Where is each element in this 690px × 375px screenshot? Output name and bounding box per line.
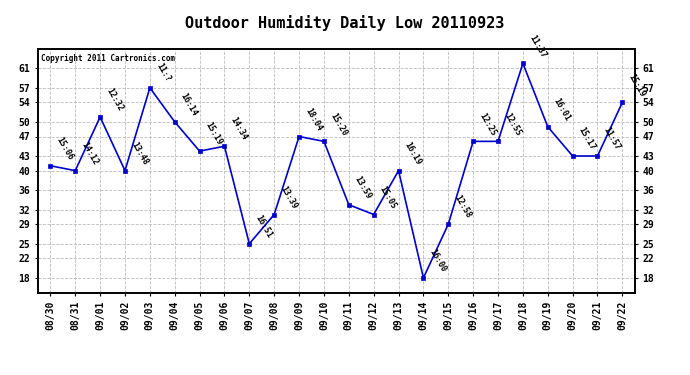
Text: Copyright 2011 Cartronics.com: Copyright 2011 Cartronics.com (41, 54, 175, 63)
Text: 15:05: 15:05 (378, 184, 398, 210)
Text: 18:04: 18:04 (303, 106, 324, 132)
Text: Outdoor Humidity Daily Low 20110923: Outdoor Humidity Daily Low 20110923 (186, 15, 504, 31)
Text: 14:12: 14:12 (79, 140, 100, 166)
Text: 15:17: 15:17 (577, 126, 597, 152)
Text: 15:06: 15:06 (55, 135, 75, 162)
Text: 15:20: 15:20 (328, 111, 348, 137)
Text: 12:55: 12:55 (502, 111, 522, 137)
Text: 13:48: 13:48 (129, 140, 150, 166)
Text: 13:59: 13:59 (353, 174, 373, 201)
Text: 16:01: 16:01 (552, 96, 572, 123)
Text: 16:14: 16:14 (179, 92, 199, 118)
Text: 16:19: 16:19 (403, 140, 423, 166)
Text: 16:51: 16:51 (253, 213, 274, 240)
Text: 13:39: 13:39 (278, 184, 299, 210)
Text: 12:32: 12:32 (104, 87, 125, 113)
Text: 14:34: 14:34 (228, 116, 249, 142)
Text: 15:19: 15:19 (627, 72, 647, 98)
Text: 12:58: 12:58 (453, 194, 473, 220)
Text: 16:00: 16:00 (428, 248, 448, 274)
Text: 12:25: 12:25 (477, 111, 497, 137)
Text: 11:37: 11:37 (527, 33, 547, 59)
Text: 11:57: 11:57 (602, 126, 622, 152)
Text: 11:?: 11:? (154, 62, 172, 84)
Text: 15:19: 15:19 (204, 121, 224, 147)
